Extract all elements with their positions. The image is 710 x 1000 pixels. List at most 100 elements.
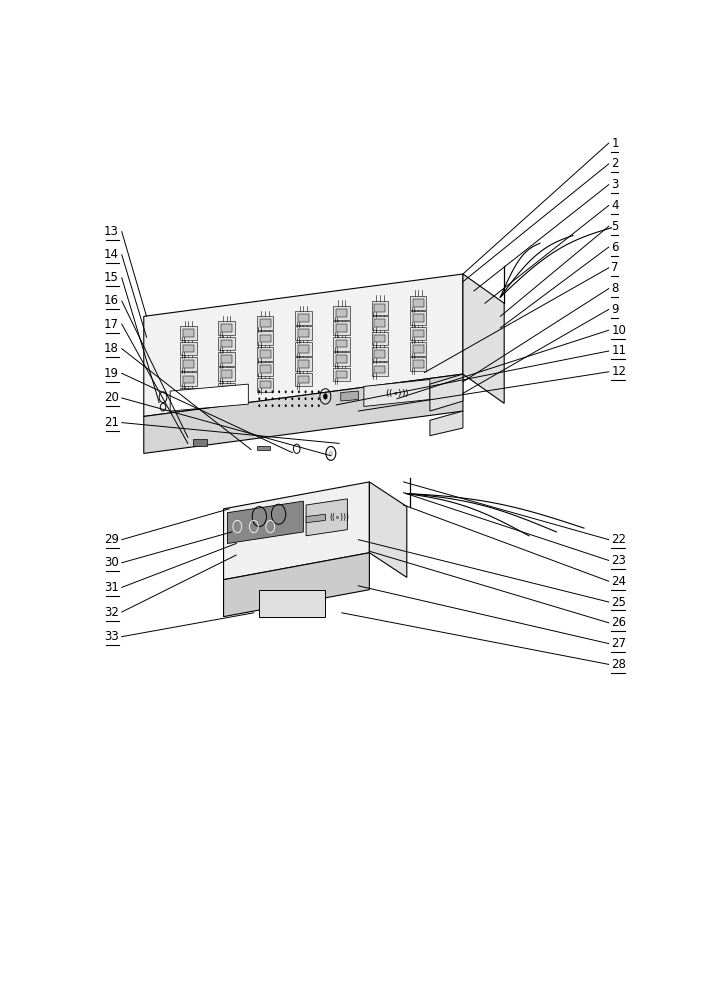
- Polygon shape: [257, 378, 273, 392]
- Polygon shape: [183, 391, 194, 399]
- Polygon shape: [341, 391, 359, 401]
- Circle shape: [265, 390, 267, 393]
- Polygon shape: [219, 337, 235, 350]
- Polygon shape: [336, 355, 347, 363]
- Text: $\mathsf{((\circ)))}$: $\mathsf{((\circ)))}$: [329, 511, 349, 523]
- Circle shape: [329, 450, 333, 456]
- Polygon shape: [222, 370, 232, 378]
- Text: 32: 32: [104, 606, 119, 619]
- Circle shape: [265, 397, 267, 400]
- Polygon shape: [298, 314, 309, 322]
- Polygon shape: [295, 373, 312, 386]
- Polygon shape: [227, 501, 303, 544]
- Polygon shape: [413, 360, 424, 368]
- Polygon shape: [410, 327, 427, 340]
- Circle shape: [278, 390, 280, 393]
- Polygon shape: [298, 329, 309, 337]
- Polygon shape: [306, 499, 347, 536]
- Polygon shape: [374, 304, 386, 312]
- Circle shape: [311, 390, 313, 393]
- Polygon shape: [410, 357, 427, 371]
- Polygon shape: [219, 321, 235, 335]
- Text: 8: 8: [611, 282, 619, 295]
- Polygon shape: [219, 367, 235, 381]
- Text: 10: 10: [611, 324, 626, 337]
- Circle shape: [278, 404, 280, 407]
- Polygon shape: [260, 350, 271, 358]
- Circle shape: [271, 397, 273, 400]
- Polygon shape: [306, 514, 325, 523]
- Text: 23: 23: [611, 554, 626, 567]
- Text: 33: 33: [104, 630, 119, 643]
- Text: 14: 14: [104, 248, 119, 261]
- Polygon shape: [336, 371, 347, 378]
- Text: 31: 31: [104, 581, 119, 594]
- Polygon shape: [183, 360, 194, 368]
- Polygon shape: [222, 386, 232, 394]
- Polygon shape: [295, 326, 312, 340]
- Polygon shape: [183, 376, 194, 383]
- Circle shape: [291, 404, 293, 407]
- Text: 19: 19: [104, 367, 119, 380]
- Polygon shape: [260, 381, 271, 388]
- Polygon shape: [295, 311, 312, 325]
- Text: 5: 5: [611, 220, 619, 233]
- Polygon shape: [413, 330, 424, 337]
- Polygon shape: [364, 379, 430, 406]
- Polygon shape: [224, 553, 369, 617]
- Polygon shape: [372, 347, 388, 361]
- Text: 29: 29: [104, 533, 119, 546]
- Polygon shape: [298, 376, 309, 383]
- Circle shape: [323, 393, 327, 400]
- Polygon shape: [336, 340, 347, 347]
- Text: 2: 2: [611, 157, 619, 170]
- Circle shape: [298, 404, 300, 407]
- Circle shape: [311, 404, 313, 407]
- Text: 28: 28: [611, 658, 626, 671]
- Polygon shape: [334, 321, 350, 335]
- Circle shape: [285, 390, 287, 393]
- Polygon shape: [336, 309, 347, 317]
- Polygon shape: [374, 350, 386, 358]
- Text: 26: 26: [611, 616, 626, 629]
- Polygon shape: [260, 319, 271, 327]
- Text: 15: 15: [104, 271, 119, 284]
- Polygon shape: [369, 482, 407, 577]
- Circle shape: [298, 397, 300, 400]
- Text: 7: 7: [611, 261, 619, 274]
- Polygon shape: [298, 360, 309, 368]
- Text: 11: 11: [611, 344, 626, 358]
- Text: 20: 20: [104, 391, 119, 404]
- Polygon shape: [180, 372, 197, 386]
- Polygon shape: [180, 388, 197, 402]
- Polygon shape: [260, 335, 271, 342]
- Text: 3: 3: [611, 178, 619, 191]
- Circle shape: [291, 390, 293, 393]
- Circle shape: [305, 390, 307, 393]
- Text: 18: 18: [104, 342, 119, 355]
- Text: 12: 12: [611, 365, 626, 378]
- Polygon shape: [372, 332, 388, 345]
- Circle shape: [298, 390, 300, 393]
- Polygon shape: [413, 314, 424, 322]
- Circle shape: [318, 397, 320, 400]
- Polygon shape: [259, 590, 325, 617]
- Circle shape: [311, 397, 313, 400]
- Polygon shape: [143, 374, 463, 453]
- Circle shape: [258, 404, 261, 407]
- Polygon shape: [183, 329, 194, 337]
- Circle shape: [271, 390, 273, 393]
- Circle shape: [318, 404, 320, 407]
- Polygon shape: [256, 446, 271, 450]
- Polygon shape: [219, 383, 235, 397]
- Polygon shape: [224, 482, 369, 580]
- Polygon shape: [413, 345, 424, 353]
- Text: 25: 25: [611, 596, 626, 609]
- Circle shape: [278, 397, 280, 400]
- Polygon shape: [336, 324, 347, 332]
- Polygon shape: [334, 306, 350, 320]
- Polygon shape: [430, 374, 463, 411]
- Text: $\mathsf{((\circ)))}$: $\mathsf{((\circ)))}$: [385, 387, 409, 399]
- Circle shape: [291, 397, 293, 400]
- Polygon shape: [298, 345, 309, 353]
